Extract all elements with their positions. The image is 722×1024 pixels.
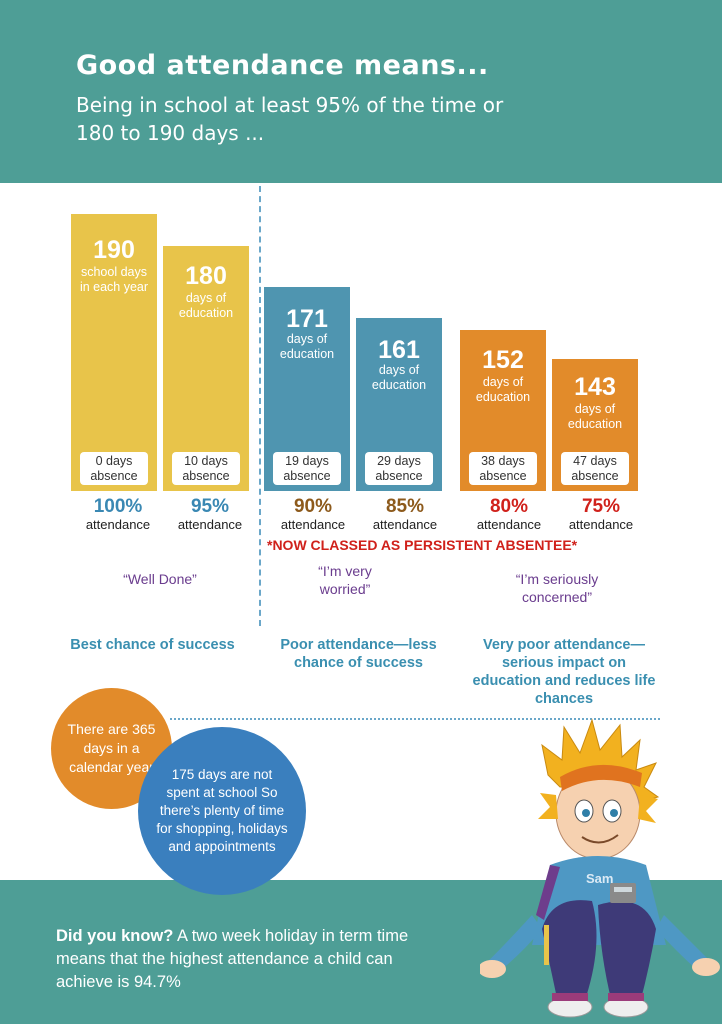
did-you-know-text: Did you know? A two week holiday in term…	[56, 925, 436, 994]
absence-label: 47 days absence	[561, 452, 629, 485]
label-best-chance: Best chance of success	[70, 637, 235, 653]
label-poor-attendance: Poor attendance—less chance of success	[280, 637, 437, 671]
attendance-label: attendance	[85, 517, 151, 532]
absence-label: 10 days absence	[172, 452, 240, 485]
attendance-label: attendance	[280, 517, 346, 532]
bar-days-desc: days of education	[279, 332, 335, 361]
dotted-divider	[170, 718, 660, 720]
attendance-label: attendance	[476, 517, 542, 532]
attendance-percent: 80%	[489, 496, 529, 517]
bar-days-number: 180	[185, 262, 227, 290]
page-title: Good attendance means...	[76, 50, 489, 81]
circle-days-not-at-school: 175 days are not spent at school So ther…	[138, 727, 306, 895]
absence-label: 29 days absence	[365, 452, 433, 485]
did-you-know-body: A two week holiday in term time means th…	[56, 927, 409, 991]
attendance-percent: 75%	[581, 496, 621, 517]
quote-well-done: “Well Done”	[123, 571, 197, 587]
quote-seriously-concerned: “I’m seriously concerned”	[515, 571, 599, 605]
bar-days-number: 152	[482, 346, 524, 374]
quote-very-worried: “I’m very worried”	[318, 563, 372, 597]
sam-character-illustration: Sam	[480, 718, 720, 1018]
attendance-label: attendance	[372, 517, 438, 532]
attendance-percent: 100%	[93, 496, 143, 517]
attendance-percent: 95%	[190, 496, 230, 517]
bar-190-days: 190 school days in each year	[71, 214, 157, 491]
attendance-label: attendance	[568, 517, 634, 532]
attendance-percent: 90%	[293, 496, 333, 517]
page-subtitle: Being in school at least 95% of the time…	[76, 93, 504, 145]
bar-days-desc: days of education	[475, 375, 531, 404]
header-banner: Good attendance means... Being in school…	[0, 0, 722, 183]
absence-label: 19 days absence	[273, 452, 341, 485]
attendance-percent: 85%	[385, 496, 425, 517]
label-very-poor-attendance: Very poor attendance—serious impact on e…	[472, 637, 656, 707]
absence-label: 38 days absence	[469, 452, 537, 485]
attendance-label: attendance	[177, 517, 243, 532]
shirt-name: Sam	[586, 871, 613, 886]
did-you-know-lead: Did you know?	[56, 927, 174, 945]
bar-days-desc: days of education	[371, 363, 427, 392]
persistent-absentee-note: *NOW CLASSED AS PERSISTENT ABSENTEE*	[267, 537, 578, 553]
bar-days-number: 190	[93, 236, 135, 264]
bar-180-days: 180 days of education	[163, 246, 249, 491]
bar-days-number: 143	[574, 373, 616, 401]
section-divider	[259, 186, 261, 626]
absence-label: 0 days absence	[80, 452, 148, 485]
bar-days-number: 161	[378, 336, 420, 364]
bar-days-desc: school days in each year	[79, 265, 149, 294]
bar-days-desc: days of education	[567, 402, 623, 431]
bar-days-number: 171	[286, 305, 328, 333]
bar-days-desc: days of education	[178, 291, 234, 320]
